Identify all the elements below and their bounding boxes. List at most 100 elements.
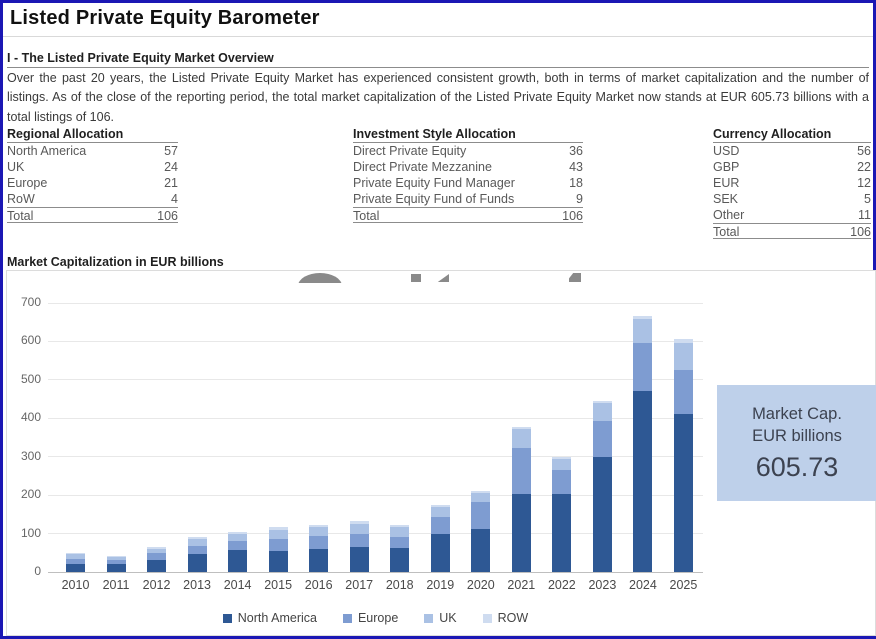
stacked-bar-2021[interactable] (511, 427, 531, 572)
bar-segment-row[interactable] (430, 504, 450, 508)
bar-segment-uk[interactable] (592, 402, 612, 422)
bar-segment-europe[interactable] (66, 558, 85, 565)
row-label: Europe (7, 176, 48, 190)
stacked-bar-2020[interactable] (471, 490, 491, 572)
bar-segment-europe[interactable] (673, 369, 693, 415)
bar-segment-uk[interactable] (633, 319, 653, 343)
bar-segment-row[interactable] (633, 316, 653, 320)
table-row: USD 56 (713, 143, 871, 159)
table-total-row: Total 106 (353, 207, 583, 223)
bar-segment-europe[interactable] (592, 421, 612, 458)
bar-segment-row[interactable] (187, 537, 207, 540)
bar-segment-uk[interactable] (511, 429, 531, 448)
stacked-bar-2025[interactable] (673, 339, 693, 572)
bar-segment-row[interactable] (349, 520, 369, 524)
bar-segment-europe[interactable] (471, 502, 491, 529)
bar-segment-uk[interactable] (673, 342, 693, 370)
bar-segment-north-america[interactable] (147, 559, 167, 572)
bar-segment-europe[interactable] (147, 553, 167, 560)
x-axis-label: 2020 (466, 578, 495, 592)
stacked-bar-2013[interactable] (187, 537, 207, 572)
bar-segment-row[interactable] (552, 456, 572, 460)
title-divider (3, 36, 873, 37)
bar-segment-north-america[interactable] (552, 494, 572, 572)
row-value: 56 (857, 144, 871, 158)
bar-segment-north-america[interactable] (511, 494, 531, 572)
bar-segment-row[interactable] (228, 532, 248, 535)
table-row: EUR 12 (713, 175, 871, 191)
bar-segment-row[interactable] (511, 427, 531, 430)
bar-segment-europe[interactable] (106, 560, 126, 565)
stacked-bar-2014[interactable] (228, 532, 248, 572)
stacked-bar-2018[interactable] (390, 524, 410, 572)
bar-segment-north-america[interactable] (633, 390, 653, 572)
bar-segment-europe[interactable] (430, 517, 450, 534)
stacked-bar-2012[interactable] (147, 547, 167, 572)
bar-segment-uk[interactable] (106, 556, 126, 561)
bar-segment-row[interactable] (309, 524, 329, 528)
bar-segment-north-america[interactable] (390, 548, 410, 572)
x-axis-label: 2013 (183, 578, 211, 592)
stacked-bar-2010[interactable] (66, 552, 85, 572)
bar-segment-uk[interactable] (349, 523, 369, 534)
legend-item-uk[interactable]: UK (424, 611, 457, 625)
table-title: Regional Allocation (7, 127, 178, 143)
stacked-bar-2011[interactable] (106, 555, 126, 572)
bar-segment-europe[interactable] (633, 342, 653, 391)
bar-segment-row[interactable] (673, 339, 693, 343)
bar-segment-uk[interactable] (430, 507, 450, 518)
row-label: Other (713, 208, 745, 222)
bar-segment-north-america[interactable] (471, 528, 491, 572)
bar-segment-uk[interactable] (471, 492, 491, 503)
bar-segment-europe[interactable] (309, 535, 329, 549)
legend-item-row[interactable]: ROW (482, 611, 528, 625)
stacked-bar-2015[interactable] (268, 527, 288, 572)
row-value: 57 (164, 144, 178, 158)
bar-segment-europe[interactable] (390, 537, 410, 549)
bar-segment-north-america[interactable] (349, 547, 369, 572)
bar-segment-row[interactable] (592, 400, 612, 403)
bar-segment-europe[interactable] (552, 470, 572, 495)
stacked-bar-2017[interactable] (349, 520, 369, 572)
bar-segment-row[interactable] (471, 490, 491, 493)
bar-segment-uk[interactable] (66, 554, 85, 559)
stacked-bar-2022[interactable] (552, 456, 572, 572)
bar-segment-europe[interactable] (187, 545, 207, 554)
bar-segment-row[interactable] (66, 552, 85, 555)
stacked-bar-2024[interactable] (633, 316, 653, 572)
bar-segment-row[interactable] (106, 555, 126, 557)
bar-segment-europe[interactable] (349, 533, 369, 548)
bar-segment-row[interactable] (268, 527, 288, 530)
bar-segment-uk[interactable] (268, 529, 288, 539)
bar-segment-row[interactable] (147, 547, 167, 549)
bar-segment-uk[interactable] (552, 459, 572, 471)
bar-segment-uk[interactable] (228, 534, 248, 541)
row-label: Direct Private Mezzanine (353, 160, 492, 174)
stacked-bar-2016[interactable] (309, 524, 329, 572)
legend-swatch-icon (482, 613, 492, 623)
bar-segment-europe[interactable] (268, 538, 288, 551)
bar-segment-uk[interactable] (147, 548, 167, 554)
bar-segment-north-america[interactable] (187, 553, 207, 572)
bar-segment-row[interactable] (390, 524, 410, 528)
bar-segment-north-america[interactable] (106, 564, 126, 572)
bar-segment-north-america[interactable] (268, 550, 288, 572)
legend-item-europe[interactable]: Europe (342, 611, 398, 625)
bar-segment-uk[interactable] (309, 527, 329, 536)
legend-item-north-america[interactable]: North America (222, 611, 317, 625)
bar-segment-europe[interactable] (228, 540, 248, 551)
bar-segment-north-america[interactable] (592, 457, 612, 572)
row-label: SEK (713, 192, 739, 206)
bar-segment-north-america[interactable] (66, 564, 85, 572)
bar-segment-north-america[interactable] (673, 414, 693, 572)
bar-segment-europe[interactable] (511, 447, 531, 495)
bar-segment-north-america[interactable] (430, 533, 450, 572)
bar-segment-north-america[interactable] (309, 548, 329, 572)
watermark-fragment (437, 274, 449, 282)
stacked-bar-2019[interactable] (430, 504, 450, 572)
bar-segment-north-america[interactable] (228, 550, 248, 572)
bar-segment-uk[interactable] (187, 539, 207, 546)
bar-segment-uk[interactable] (390, 527, 410, 538)
x-axis-label: 2025 (669, 578, 698, 592)
stacked-bar-2023[interactable] (592, 400, 612, 572)
